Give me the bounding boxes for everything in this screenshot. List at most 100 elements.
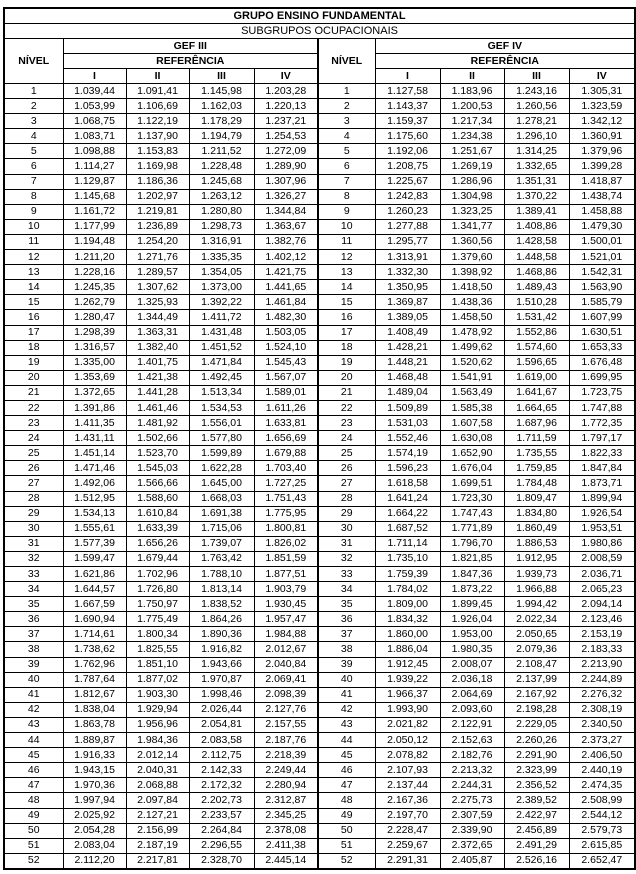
gef-iv-value-cell: 1.295,77 <box>374 233 441 251</box>
gef-iii-value-cell: 2.233,57 <box>188 807 255 824</box>
gef-iv-value-cell: 1.448,58 <box>503 249 570 266</box>
table-row: 41 1.812,67 1.903,30 1.998,46 2.098,39 41 1.96… <box>3 686 636 703</box>
gef-iv-value-cell: 2.339,90 <box>439 822 505 839</box>
gef-iv-value-cell: 1.478,92 <box>439 324 505 341</box>
gef-iii-value-cell: 1.502,66 <box>125 430 190 447</box>
gef-iv-value-cell: 1.332,30 <box>374 264 441 281</box>
gef-iv-value-cell: 1.821,85 <box>439 550 505 568</box>
gef-iv-value-cell: 2.229,05 <box>503 716 570 734</box>
gef-iii-value-cell: 1.524,10 <box>253 339 319 356</box>
nivel-cell: 21 <box>3 384 64 401</box>
gef-iii-value-cell: 2.378,08 <box>253 822 319 839</box>
gef-iii-value-cell: 1.053,99 <box>62 98 127 115</box>
gef-iv-value-cell: 2.137,44 <box>374 777 441 794</box>
gef-iii-value-cell: 1.513,34 <box>188 384 255 401</box>
gef-iv-value-cell: 1.350,95 <box>374 279 441 296</box>
gef-iv-value-cell: 1.438,36 <box>439 294 505 311</box>
table-body: 1 1.039,44 1.091,41 1.145,98 1.203,28 1 1.127,… <box>3 82 636 870</box>
gef-iv-value-cell: 1.676,48 <box>568 354 636 371</box>
gef-iii-value-cell: 1.219,81 <box>125 203 190 220</box>
nivel-cell: 3 <box>3 113 64 130</box>
gef-iv-value-cell: 1.438,74 <box>568 188 636 205</box>
gef-iii-value-cell: 1.903,30 <box>125 686 190 703</box>
gef-iii-value-cell: 1.280,80 <box>188 203 255 220</box>
nivel-cell: 4 <box>317 128 376 145</box>
gef-iii-value-cell: 1.068,75 <box>62 113 127 130</box>
nivel-cell: 15 <box>317 294 376 311</box>
gef-iv-value-cell: 2.323,99 <box>503 762 570 779</box>
table-row: 25 1.451,14 1.523,70 1.599,89 1.679,88 25 1.57… <box>3 445 636 462</box>
gef-iv-value-cell: 1.796,70 <box>439 535 505 552</box>
nivel-cell: 10 <box>3 218 64 235</box>
ref-header: I <box>374 68 441 84</box>
gef-iii-value-cell: 1.984,36 <box>125 732 190 749</box>
nivel-cell: 27 <box>3 475 64 492</box>
gef-iv-value-cell: 2.276,32 <box>568 686 636 703</box>
gef-iii-value-cell: 1.153,83 <box>125 143 190 160</box>
nivel-cell: 16 <box>3 309 64 326</box>
gef-iii-value-cell: 2.012,14 <box>125 747 190 764</box>
nivel-cell: 44 <box>3 732 64 749</box>
gef-iv-value-cell: 1.509,89 <box>374 399 441 417</box>
gef-iii-value-cell: 1.691,38 <box>188 505 255 522</box>
gef-iv-value-cell: 1.200,53 <box>439 98 505 115</box>
gef-iv-value-cell: 2.405,87 <box>439 852 505 870</box>
nivel-cell: 41 <box>3 686 64 703</box>
gef-iv-value-cell: 1.208,75 <box>374 158 441 175</box>
table-row: 2 1.053,99 1.106,69 1.162,03 1.220,13 2 1.143,… <box>3 98 636 115</box>
group-header-gef-iii: GEF III <box>62 38 319 54</box>
table-row: 44 1.889,87 1.984,36 2.083,58 2.187,76 44 2.05… <box>3 732 636 749</box>
gef-iv-value-cell: 1.531,42 <box>503 309 570 326</box>
gef-iii-value-cell: 2.040,31 <box>125 762 190 779</box>
table-row: 7 1.129,87 1.186,36 1.245,68 1.307,96 7 1.225,… <box>3 173 636 190</box>
gef-iii-value-cell: 2.127,21 <box>125 807 190 824</box>
gef-iii-value-cell: 2.187,19 <box>125 837 190 854</box>
gef-iv-value-cell: 1.305,31 <box>568 82 636 100</box>
nivel-cell: 16 <box>317 309 376 326</box>
gef-iv-value-cell: 1.873,22 <box>439 581 505 598</box>
gef-iii-value-cell: 2.112,20 <box>62 852 127 870</box>
ref-header: II <box>125 68 190 84</box>
gef-iii-value-cell: 1.750,97 <box>125 596 190 613</box>
gef-iv-value-cell: 1.251,67 <box>439 143 505 160</box>
gef-iv-value-cell: 1.296,10 <box>503 128 570 145</box>
gef-iii-value-cell: 1.577,80 <box>188 430 255 447</box>
gef-iii-value-cell: 2.068,88 <box>125 777 190 794</box>
gef-iii-value-cell: 1.262,79 <box>62 294 127 311</box>
gef-iv-value-cell: 1.771,89 <box>439 520 505 537</box>
nivel-cell: 5 <box>3 143 64 160</box>
gef-iv-value-cell: 1.563,49 <box>439 384 505 401</box>
gef-iii-value-cell: 2.083,04 <box>62 837 127 854</box>
gef-iii-value-cell: 1.611,26 <box>253 399 319 417</box>
gef-iii-value-cell: 2.264,84 <box>188 822 255 839</box>
table-subtitle: SUBGRUPOS OCUPACIONAIS <box>3 23 636 39</box>
gef-iv-value-cell: 2.036,71 <box>568 565 636 583</box>
gef-iv-value-cell: 2.228,47 <box>374 822 441 839</box>
nivel-cell: 30 <box>3 520 64 537</box>
table-row: 22 1.391,86 1.461,46 1.534,53 1.611,26 22 1.50… <box>3 399 636 417</box>
gef-iv-value-cell: 1.809,00 <box>374 596 441 613</box>
gef-iii-value-cell: 2.280,94 <box>253 777 319 794</box>
nivel-cell: 37 <box>317 626 376 643</box>
gef-iii-value-cell: 1.813,14 <box>188 581 255 598</box>
nivel-cell: 43 <box>3 716 64 734</box>
gef-iv-value-cell: 1.585,79 <box>568 294 636 311</box>
nivel-cell: 22 <box>3 399 64 417</box>
table-row: 17 1.298,39 1.363,31 1.431,48 1.503,05 17 1.40… <box>3 324 636 341</box>
gef-iv-value-cell: 2.526,16 <box>503 852 570 870</box>
nivel-cell: 51 <box>317 837 376 854</box>
nivel-cell: 18 <box>317 339 376 356</box>
gef-iii-value-cell: 1.957,47 <box>253 611 319 628</box>
gef-iii-value-cell: 1.943,66 <box>188 656 255 673</box>
gef-iv-value-cell: 1.278,21 <box>503 113 570 130</box>
gef-iv-value-cell: 1.747,88 <box>568 399 636 417</box>
gef-iv-value-cell: 2.615,85 <box>568 837 636 854</box>
gef-iii-value-cell: 2.296,55 <box>188 837 255 854</box>
gef-iv-value-cell: 1.926,04 <box>439 611 505 628</box>
gef-iv-value-cell: 1.342,12 <box>568 113 636 130</box>
gef-iv-value-cell: 1.953,51 <box>568 520 636 537</box>
gef-iv-value-cell: 2.474,35 <box>568 777 636 794</box>
gef-iv-value-cell: 1.994,42 <box>503 596 570 613</box>
gef-iii-value-cell: 1.098,88 <box>62 143 127 160</box>
table-row: 51 2.083,04 2.187,19 2.296,55 2.411,38 51 2.25… <box>3 837 636 854</box>
